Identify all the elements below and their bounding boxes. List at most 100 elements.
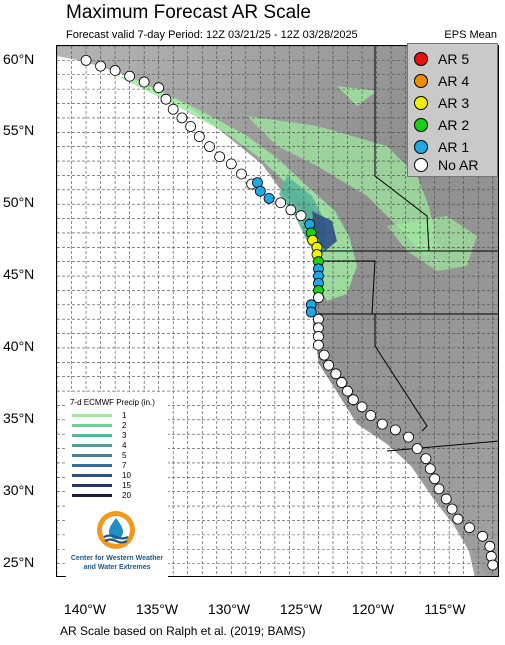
map-title: Maximum Forecast AR Scale — [66, 2, 311, 23]
legend-label: AR 2 — [438, 117, 470, 133]
precip-swatch — [72, 443, 112, 447]
ar-point — [275, 197, 287, 209]
ar-point — [124, 70, 136, 82]
legend-label: AR 3 — [438, 95, 470, 111]
ar-point — [313, 292, 324, 304]
ar-point — [487, 559, 498, 571]
ar-point — [225, 158, 237, 170]
lat-label-60: 60°N — [3, 51, 35, 67]
ar-point — [185, 121, 197, 132]
legend-label: AR 4 — [438, 73, 470, 89]
ar-point — [464, 522, 475, 534]
ar-point — [452, 513, 464, 525]
ar-point — [484, 540, 496, 552]
legend-label: No AR — [438, 157, 479, 173]
ar-point — [336, 377, 348, 388]
ar-point — [95, 60, 106, 72]
ar-point — [411, 443, 423, 454]
legend-item-ar2: AR 2 — [414, 114, 469, 136]
precip-row: 2 — [72, 420, 126, 430]
ar-point — [330, 368, 342, 380]
forecast-period: Forecast valid 7-day Period: 12Z 03/21/2… — [66, 29, 358, 41]
legend-item-ar3: AR 3 — [414, 92, 469, 114]
lat-label-35: 35°N — [3, 410, 35, 426]
ar-point — [403, 431, 414, 443]
ar-point — [477, 530, 488, 542]
ar3-dot-icon — [414, 96, 428, 110]
precip-row: 15 — [72, 480, 131, 490]
legend-item-ar4: AR 4 — [414, 70, 469, 92]
precip-value: 20 — [122, 490, 131, 500]
ar-points — [80, 54, 498, 571]
legend-item-ar5: AR 5 — [414, 48, 469, 70]
ar1-dot-icon — [414, 140, 428, 154]
precip-swatch — [72, 463, 112, 467]
precip-value: 2 — [122, 420, 127, 430]
ar-point — [193, 131, 205, 142]
precip-swatch — [72, 493, 112, 497]
precip-value: 3 — [122, 430, 127, 440]
graticule — [57, 46, 498, 576]
legend-item-no-ar: No AR — [414, 154, 478, 176]
precip-row: 4 — [72, 440, 126, 450]
ar-point — [80, 54, 92, 66]
lon-label-120: 120°W — [351, 601, 395, 617]
ar-point — [176, 112, 188, 124]
precip-row: 20 — [72, 490, 131, 500]
precip-swatch — [72, 483, 112, 487]
legend-item-ar1: AR 1 — [414, 136, 469, 158]
ar-point — [305, 306, 317, 318]
ar5-dot-icon — [414, 52, 428, 66]
ar-scale-legend: AR 5 AR 4 AR 3 AR 2 AR 1 No AR — [407, 43, 498, 177]
ar-point — [318, 349, 330, 361]
legend-label: AR 1 — [438, 139, 470, 155]
ar-point — [214, 151, 226, 163]
precip-legend: 7-d ECMWF Precip (in.) 1 2 3 4 5 7 10 15… — [66, 392, 168, 580]
cw3e-logo-icon — [97, 511, 135, 549]
precip-row: 10 — [72, 470, 131, 480]
ar-point — [295, 210, 307, 222]
ar-point — [356, 401, 368, 413]
ar-point — [236, 168, 247, 180]
precip-value: 15 — [122, 480, 131, 490]
precip-swatch — [72, 473, 112, 477]
lon-label-125: 125°W — [279, 601, 323, 617]
citation-footer: AR Scale based on Ralph et al. (2019; BA… — [60, 624, 306, 638]
precip-value: 10 — [122, 470, 131, 480]
ar-point — [347, 394, 359, 406]
ar-point — [254, 185, 266, 197]
ar-point — [433, 483, 445, 495]
ar-point — [376, 418, 388, 430]
ar-point — [285, 204, 297, 216]
lon-label-140: 140°W — [63, 601, 107, 617]
lon-label-130: 130°W — [207, 601, 251, 617]
forecast-map[interactable] — [56, 45, 499, 577]
ar-point — [440, 493, 452, 505]
lat-label-55: 55°N — [3, 122, 35, 138]
ar-point — [263, 193, 275, 204]
ar-point — [313, 339, 324, 351]
precip-value: 5 — [122, 450, 127, 460]
ar-point — [153, 82, 165, 94]
ar-point — [429, 473, 441, 485]
precip-legend-title: 7-d ECMWF Precip (in.) — [70, 398, 155, 407]
cw3e-name: Center for Western Weather and Water Ext… — [66, 554, 168, 572]
lat-label-30: 30°N — [3, 482, 35, 498]
legend-label: AR 5 — [438, 51, 470, 67]
precip-value: 7 — [122, 460, 127, 470]
ar-point — [138, 76, 150, 88]
ar-point — [424, 463, 436, 475]
ar-point — [109, 65, 121, 76]
cw3e-name-line2: and Water Extremes — [83, 564, 151, 571]
ar-point — [323, 359, 335, 371]
ar-point — [342, 385, 353, 397]
precip-row: 5 — [72, 450, 126, 460]
ar-point — [167, 103, 179, 115]
lat-label-50: 50°N — [3, 194, 35, 210]
ar-point — [160, 93, 172, 105]
precip-value: 1 — [122, 410, 127, 420]
lon-label-115: 115°W — [424, 601, 466, 617]
lon-label-135: 135°W — [135, 601, 179, 617]
ar-point — [420, 453, 432, 465]
ensemble-label: EPS Mean — [444, 29, 497, 41]
